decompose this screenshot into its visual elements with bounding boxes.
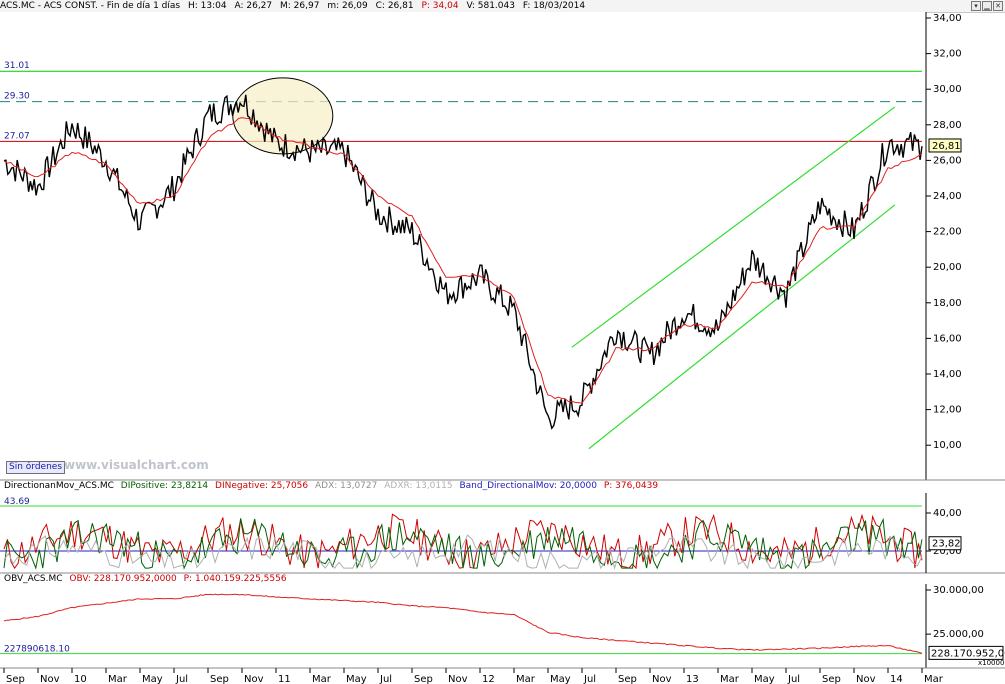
dmi-tick-label: 20,00 xyxy=(933,546,962,557)
x-tick-label: Mar xyxy=(924,674,944,684)
dmi-layer: 43.69 xyxy=(0,497,923,570)
x-tick-label: Nov xyxy=(652,674,672,684)
close-label: C: 26,81 xyxy=(375,1,414,11)
x-tick-label: Jul xyxy=(379,674,392,684)
dmi-level-label: 43.69 xyxy=(4,497,30,507)
min-label: m: 26,09 xyxy=(327,1,368,11)
x-tick-label: 12 xyxy=(482,674,495,684)
x-tick-label: Mar xyxy=(312,674,332,684)
x-tick-label: Sep xyxy=(618,674,637,684)
x-tick-label: Jul xyxy=(175,674,188,684)
price-tick-label: 10,00 xyxy=(933,440,962,451)
x-tick-label: Sep xyxy=(210,674,229,684)
x-tick-label: Mar xyxy=(516,674,536,684)
dmi-din: DINegative: 25,7056 xyxy=(215,481,309,491)
price-tick-label: 14,00 xyxy=(933,369,962,380)
price-tick-label: 22,00 xyxy=(933,227,962,238)
price-layer: 31.01 29.30 27.07 xyxy=(0,61,923,450)
x-tick-label: Nov xyxy=(856,674,876,684)
x-tick-label: Sep xyxy=(822,674,841,684)
x-tick-label: May xyxy=(550,674,571,684)
dmi-tick-label: 40,00 xyxy=(933,508,962,519)
dmi-p: P: 376,0439 xyxy=(603,481,659,491)
obv-layer: 227890618.10 xyxy=(0,593,923,655)
obv-last-box xyxy=(928,645,1004,660)
watermark-text: www.visualchart.com xyxy=(64,458,209,472)
price-tick-label: 18,00 xyxy=(933,298,962,309)
dmi-adx: ADX: 13,0727 xyxy=(315,481,378,491)
dmi-header: DirectionanMov_ACS.MC DIPositive: 23,821… xyxy=(4,481,662,491)
axis-layer: 34,00 32,00 30,00 28,00 26,00 24,00 22,00 20,00… xyxy=(3,13,1005,684)
level-label: 29.30 xyxy=(4,92,30,102)
obv-series-line xyxy=(3,593,923,654)
volume-label: V: 581.043 xyxy=(466,1,515,11)
price-tick-label: 32,00 xyxy=(933,49,962,60)
obv-level-label: 227890618.10 xyxy=(4,645,70,655)
x-tick-label: Mar xyxy=(108,674,128,684)
x-tick-label: Nov xyxy=(40,674,60,684)
dmi-dip-line xyxy=(3,517,923,570)
dmi-band: Band_DirectionalMov: 20,0000 xyxy=(459,481,597,491)
x-tick-label: May xyxy=(754,674,775,684)
obv-header: OBV_ACS.MC OBV: 228.170.952,0000 P: 1.04… xyxy=(4,574,291,584)
price-tick-label: 20,00 xyxy=(933,262,962,273)
price-tick-label: 24,00 xyxy=(933,191,962,202)
x-tick-label: Nov xyxy=(244,674,264,684)
level-label: 31.01 xyxy=(4,61,30,71)
x-tick-label: 11 xyxy=(278,674,291,684)
dmi-dip: DIPositive: 23,8214 xyxy=(120,481,209,491)
x-tick-label: Nov xyxy=(448,674,468,684)
dmi-title: DirectionanMov_ACS.MC xyxy=(4,481,114,491)
x-tick-label: Jul xyxy=(787,674,800,684)
price-tick-label: 16,00 xyxy=(933,333,962,344)
dmi-last-box xyxy=(928,536,962,551)
close-icon[interactable]: ✕ xyxy=(993,1,1003,11)
obv-scale-note: x10000 xyxy=(978,659,1004,667)
price-tick-label: 30,00 xyxy=(933,84,962,95)
price-tick-label: 12,00 xyxy=(933,405,962,416)
x-tick-label: 14 xyxy=(890,674,903,684)
last-price-label: 26,81 xyxy=(932,141,961,152)
dmi-last-label: 23,82 xyxy=(932,539,961,550)
sin-ordenes-button[interactable]: Sin órdenes xyxy=(6,461,66,474)
open-label: A: 26,27 xyxy=(234,1,273,11)
obv-value: OBV: 228.170.952,0000 xyxy=(69,574,177,584)
dmi-adxr: ADXR: 13,0115 xyxy=(384,481,453,491)
level-label: 27.07 xyxy=(4,131,30,141)
x-tick-label: Jul xyxy=(583,674,596,684)
time-label: H: 13:04 xyxy=(187,1,227,11)
price-tick-label: 28,00 xyxy=(933,120,962,131)
x-tick-label: Sep xyxy=(6,674,25,684)
obv-last-label: 228.170.952,00 xyxy=(931,648,1005,659)
price-tick-label: 34,00 xyxy=(933,13,962,24)
x-tick-label: 13 xyxy=(686,674,699,684)
channel-upper xyxy=(571,106,896,348)
channel-lower xyxy=(588,204,896,450)
x-tick-label: 10 xyxy=(74,674,87,684)
minimize-icon[interactable]: ▁ xyxy=(982,1,992,11)
moving-average-line xyxy=(3,117,923,404)
last-price-box xyxy=(928,138,962,153)
obv-tick-label: 30.000,00 xyxy=(933,585,984,596)
price-tick-label: 26,00 xyxy=(933,155,962,166)
x-tick-label: May xyxy=(346,674,367,684)
obv-p: P: 1.040.159.225,5556 xyxy=(183,574,287,584)
date-label: F: 18/03/2014 xyxy=(522,1,586,11)
x-tick-label: Mar xyxy=(720,674,740,684)
max-label: M: 26,97 xyxy=(280,1,320,11)
x-tick-label: Sep xyxy=(414,674,433,684)
price-plot-area xyxy=(0,12,926,477)
x-tick-label: May xyxy=(142,674,163,684)
p-label: P: 34,04 xyxy=(421,1,459,11)
obv-tick-label: 25.000,00 xyxy=(933,629,984,640)
dmi-adx-line xyxy=(3,534,923,570)
symbol-label: ACS.MC - ACS CONST. - Fin de día 1 días xyxy=(0,1,181,11)
arrow-down-icon[interactable]: ▾ xyxy=(971,1,981,11)
obv-title: OBV_ACS.MC xyxy=(4,574,63,584)
